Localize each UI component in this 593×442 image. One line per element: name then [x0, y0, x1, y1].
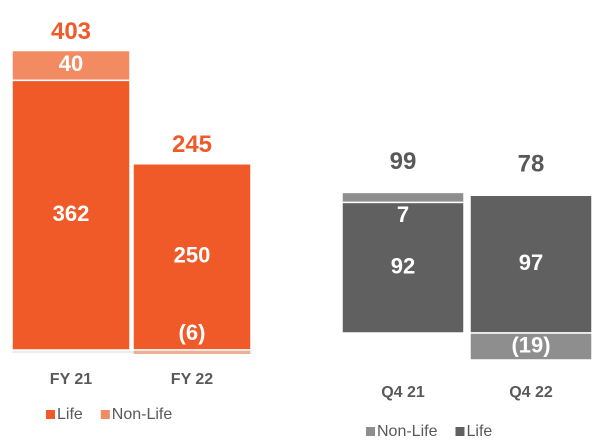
total-label: 78 [518, 151, 545, 178]
total-label: 403 [51, 18, 91, 45]
segment-label: (19) [511, 332, 550, 357]
segment-label: 7 [397, 202, 409, 227]
bar-segment [11, 79, 131, 351]
legend-swatch [100, 410, 110, 419]
segment-label: (6) [179, 320, 206, 345]
legend-label: Non-Life [377, 423, 438, 440]
segment-label: 250 [174, 243, 211, 268]
legend-label: Life [466, 423, 492, 440]
segment-label: 92 [391, 253, 415, 278]
legend-swatch [455, 427, 465, 436]
segment-label: 362 [53, 201, 90, 226]
bar-segment [11, 49, 131, 82]
bar-segment [341, 201, 465, 334]
x-tick-label: FY 22 [171, 371, 214, 388]
x-tick-label: Q4 22 [509, 384, 553, 401]
total-label: 245 [172, 131, 212, 158]
x-tick-label: Q4 21 [381, 384, 425, 401]
x-tick-label: FY 21 [50, 371, 93, 388]
segment-label: 97 [519, 250, 543, 275]
segment-label: 40 [59, 51, 83, 76]
legend-swatch [366, 427, 375, 436]
legend-label: Non-Life [112, 406, 173, 423]
total-label: 99 [390, 148, 417, 175]
bar-segment [132, 163, 252, 351]
bar-segment [341, 191, 465, 204]
bar-segment [469, 332, 593, 361]
bar-segment [469, 194, 593, 334]
legend-swatch [46, 410, 55, 419]
legend-label: Life [57, 406, 83, 423]
